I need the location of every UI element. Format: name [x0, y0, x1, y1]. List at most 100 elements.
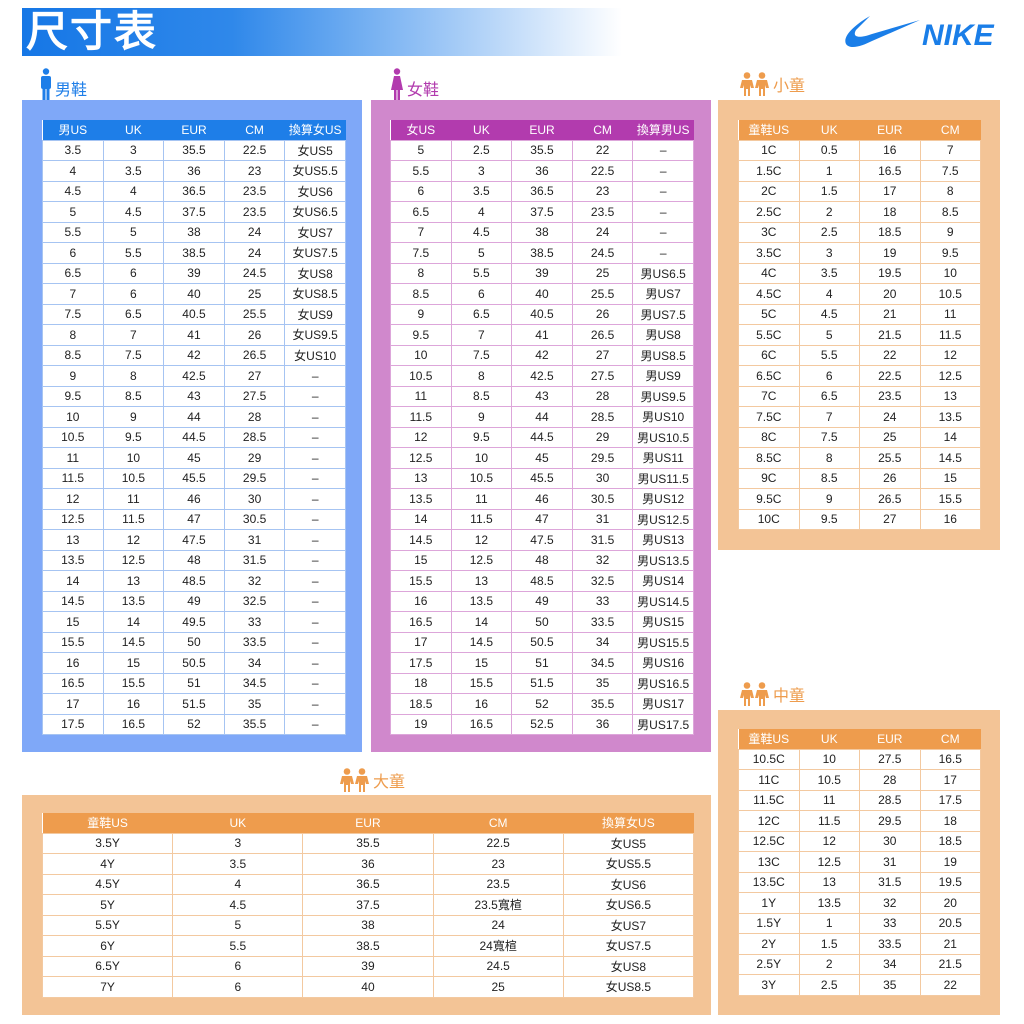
table-cell: 25.5: [571, 283, 634, 305]
table-cell: 18: [859, 201, 921, 223]
table-cell: 10C: [738, 508, 800, 530]
table-cell: 5: [390, 139, 452, 161]
table-cell: 49.5: [163, 611, 225, 633]
table-cell: –: [632, 160, 694, 182]
table-cell: 8.5: [102, 385, 165, 407]
table-cell: 13.5: [102, 590, 165, 612]
table-cell: 15.5: [42, 631, 104, 653]
table-row: 1Y 13.5 32 20: [738, 892, 981, 914]
table-row: 5.5 3 36 22.5–: [390, 160, 694, 182]
table-cell: 34: [223, 652, 286, 674]
kids-icon: [740, 682, 770, 706]
table-cell: –: [284, 529, 346, 551]
table-cell: 3: [450, 160, 513, 182]
table-cell: 4.5: [798, 303, 860, 325]
table-cell: 31.5: [571, 529, 634, 551]
table-cell: 38: [302, 914, 434, 936]
table-row: 2.5Y 2 34 21.5: [738, 953, 981, 975]
table-cell: 5: [798, 324, 860, 346]
table-cell: 14.5: [42, 590, 104, 612]
table-cell: 12.5C: [738, 830, 800, 852]
table-cell: 38.5: [163, 242, 225, 264]
table-cell: 15: [390, 549, 452, 571]
table-cell: 8: [919, 180, 981, 202]
table-row: 13.5 12.5 48 31.5–: [42, 549, 346, 571]
table-row: 4.5Y 4 36.5 23.5 女US6: [41, 873, 695, 895]
table-cell: 51: [163, 672, 225, 694]
table-row: 14.5 13.5 49 32.5–: [42, 590, 346, 612]
table-cell: 9: [450, 406, 513, 428]
table-cell: 25.5: [859, 447, 921, 469]
table-cell: 女US5: [284, 139, 346, 161]
table-cell: –: [284, 570, 346, 592]
table-cell: 45.5: [163, 467, 225, 489]
table-cell: 36.5: [511, 180, 573, 202]
table-cell: 23.5: [859, 385, 921, 407]
table-cell: 1Y: [738, 892, 800, 914]
table-cell: 45: [163, 447, 225, 469]
table-row: 12.5 10 45 29.5 男US11: [390, 447, 694, 469]
table-row: 10 7.5 42 27 男US8.5: [390, 344, 694, 366]
column-header: CM: [224, 120, 285, 140]
table-cell: 30.5: [571, 488, 634, 510]
table-cell: 24寬楦: [432, 935, 564, 957]
table-cell: 47: [511, 508, 573, 530]
table-cell: 6.5: [450, 303, 513, 325]
table-cell: 33: [223, 611, 286, 633]
table-cell: 5.5Y: [41, 914, 174, 936]
table-cell: 男US15.5: [632, 631, 694, 653]
table-cell: 19: [859, 242, 921, 264]
table-cell: 30: [571, 467, 634, 489]
table-cell: 5.5: [798, 344, 860, 366]
table-cell: 30.5: [223, 508, 286, 530]
table-cell: 15: [919, 467, 981, 489]
table-cell: 7: [102, 324, 165, 346]
table-cell: 4.5: [450, 221, 513, 243]
table-cell: 28.5: [223, 426, 286, 448]
table-cell: 48.5: [511, 570, 573, 592]
table-row: 5Y 4.5 37.5 23.5寬楦 女US6.5: [41, 894, 695, 916]
table-cell: 31.5: [859, 871, 921, 893]
table-row: 6.5C 6 22.5 12.5: [738, 365, 981, 387]
table-cell: 16.5: [42, 672, 104, 694]
table-cell: 34.5: [223, 672, 286, 694]
table-cell: 12.5: [919, 365, 981, 387]
table-row: 3Y 2.5 35 22: [738, 974, 981, 996]
table-cell: 31: [859, 851, 921, 873]
table-cell: 29: [571, 426, 634, 448]
table-cell: 2.5: [798, 974, 860, 996]
table-cell: 12.5: [390, 447, 452, 469]
column-header: CM: [920, 729, 981, 749]
table-row: 4C 3.5 19.5 10: [738, 262, 981, 284]
table-cell: 3.5: [450, 180, 513, 202]
table-cell: 35.5: [163, 139, 225, 161]
women-size-table: 女US UK EUR CM 換算男US 5 2.5 35.5 22–5.5 3 36 22.5–6 3.…: [390, 120, 694, 735]
table-cell: 52: [163, 713, 225, 735]
table-cell: 48: [163, 549, 225, 571]
table-cell: 39: [511, 262, 573, 284]
table-cell: –: [284, 611, 346, 633]
table-cell: 4: [172, 873, 304, 895]
table-cell: 15.5: [919, 488, 981, 510]
table-cell: 2C: [738, 180, 800, 202]
woman-icon: [391, 68, 403, 100]
table-cell: 37.5: [302, 894, 434, 916]
table-cell: 女US6: [562, 873, 695, 895]
table-cell: 2.5: [798, 221, 860, 243]
column-header: 童鞋US: [738, 729, 799, 749]
table-cell: 19.5: [859, 262, 921, 284]
table-cell: 11.5: [798, 810, 860, 832]
table-row: 9C 8.5 26 15: [738, 467, 981, 489]
table-cell: 5.5C: [738, 324, 800, 346]
table-cell: 3: [172, 832, 304, 854]
table-cell: 8: [42, 324, 104, 346]
table-row: 6 3.5 36.5 23–: [390, 180, 694, 202]
table-row: 4.5C 4 20 10.5: [738, 283, 981, 305]
table-cell: 9.5: [390, 324, 452, 346]
table-cell: 13.5: [42, 549, 104, 571]
table-row: 13 10.5 45.5 30 男US11.5: [390, 467, 694, 489]
table-cell: 35.5: [511, 139, 573, 161]
table-cell: 13: [42, 529, 104, 551]
table-cell: 50: [163, 631, 225, 653]
table-cell: 51.5: [511, 672, 573, 694]
